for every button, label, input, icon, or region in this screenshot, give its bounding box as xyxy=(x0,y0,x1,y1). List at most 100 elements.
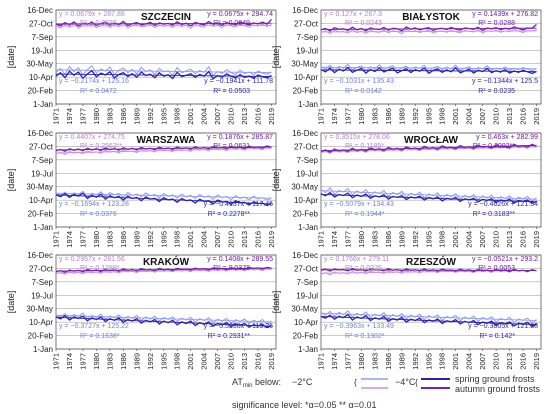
x-tick-label: 1995 xyxy=(424,353,433,370)
x-tick-label: 2019 xyxy=(532,353,541,370)
regression-label: R² = 0.0376 xyxy=(80,211,117,218)
panel-title: WROCŁAW xyxy=(404,135,458,146)
panel-title: WARSZAWA xyxy=(137,135,196,146)
legend-at-label: ATmin below: xyxy=(232,377,281,389)
x-tick-label: 2019 xyxy=(267,108,276,125)
trend-autumn-dark xyxy=(55,267,272,272)
regression-label: y = 0.127x + 267.3 xyxy=(324,11,382,18)
regression-label: R² = 0.0049 xyxy=(213,20,250,27)
plot-frame xyxy=(320,254,542,350)
y-tick-label: 20-Feb xyxy=(293,87,319,96)
x-tick-label: 2001 xyxy=(451,108,460,125)
x-tick-label: 1980 xyxy=(357,108,366,125)
y-tick-label: 10-Apr xyxy=(294,318,318,327)
x-tick-label: 1983 xyxy=(370,108,379,125)
x-tick-label: 2010 xyxy=(492,353,501,370)
trend-spring-light xyxy=(55,314,272,323)
x-tick-label: 1989 xyxy=(132,108,141,125)
regression-label: R² = 0.1302* xyxy=(345,333,385,340)
x-tick-label: 1995 xyxy=(159,108,168,125)
y-tick-label: 1-Jan xyxy=(298,223,318,232)
x-tick-label: 2004 xyxy=(200,108,209,125)
x-tick-label: 1998 xyxy=(173,108,182,125)
x-tick-label: 1980 xyxy=(92,231,101,248)
x-tick-label: 1995 xyxy=(159,231,168,248)
y-tick-label: 7-Sep xyxy=(297,156,319,165)
legend-brace-2: { xyxy=(415,378,418,387)
y-tick-label: 16-Dec xyxy=(27,6,53,15)
x-tick-label: 2013 xyxy=(505,231,514,248)
panel-warszawa: 16-Dec 27-Oct 7-Sep 19-Jul 30-May 10-Apr 20-Fe… xyxy=(6,129,277,248)
y-tick-label: 16-Dec xyxy=(27,129,53,138)
y-tick-label: 20-Feb xyxy=(28,87,54,96)
y-tick-label: 19-Jul xyxy=(31,46,53,55)
x-tick-label: 2004 xyxy=(465,108,474,125)
regression-label: y = −0.0521x + 293.2 xyxy=(472,256,538,263)
panel-title: KRAKÓW xyxy=(143,255,190,268)
x-tick-label: 1989 xyxy=(132,353,141,370)
panel-title: BIAŁYSTOK xyxy=(402,12,460,23)
x-tick-label: 2010 xyxy=(227,353,236,370)
x-tick-label: 1983 xyxy=(105,108,114,125)
panel-wrocław: 16-Dec 27-Oct 7-Sep 19-Jul 30-May 10-Apr 20-Fe… xyxy=(271,129,542,248)
y-axis-label: [date] xyxy=(271,46,281,69)
regression-label: y = −0.1941x + 111.78 xyxy=(204,78,273,85)
regression-label: y = −0.1344x + 125.5 xyxy=(472,78,538,85)
trend-autumn-light xyxy=(55,268,272,274)
x-tick-label: 2004 xyxy=(200,353,209,370)
y-axis-label: [date] xyxy=(271,169,281,192)
y-tick-label: 16-Dec xyxy=(292,251,318,260)
plot-frame xyxy=(55,132,277,228)
x-tick-label: 1992 xyxy=(411,108,420,125)
y-tick-label: 20-Feb xyxy=(293,210,319,219)
regression-label: R² = 0.0243 xyxy=(345,20,382,27)
regression-label: R² = 0.0235 xyxy=(478,88,515,95)
x-tick-label: 1992 xyxy=(411,353,420,370)
figure-legend: ATmin below: −2°C { −4°C { spring ground… xyxy=(232,374,541,410)
regression-label: y = −0.3805x + 121.38 xyxy=(468,323,538,330)
x-tick-label: 2016 xyxy=(254,353,263,370)
y-tick-label: 1-Jan xyxy=(298,100,318,109)
series-spring-light xyxy=(320,187,537,203)
x-tick-label: 2001 xyxy=(451,353,460,370)
trend-spring-dark xyxy=(320,316,537,326)
x-tick-label: 1992 xyxy=(146,231,155,248)
x-tick-label: 1986 xyxy=(119,108,128,125)
x-tick-label: 1998 xyxy=(173,353,182,370)
regression-label: y = −0.4137x + 117.46 xyxy=(204,201,273,208)
plot-frame xyxy=(55,254,277,350)
regression-label: R² = 0.142* xyxy=(479,333,515,340)
regression-label: y = −0.4626x + 121.54 xyxy=(468,201,538,208)
regression-label: R² = 0.2002** xyxy=(473,143,515,150)
regression-label: R² = 0.0142 xyxy=(345,88,382,95)
x-tick-label: 2019 xyxy=(267,353,276,370)
trend-spring-dark xyxy=(55,316,272,327)
regression-label: R² = 0.0631 xyxy=(213,143,250,150)
regression-label: y = 0.0679x + 287.88 xyxy=(59,11,125,18)
x-tick-label: 1980 xyxy=(92,353,101,370)
x-tick-label: 1980 xyxy=(92,108,101,125)
x-tick-label: 1974 xyxy=(330,231,339,248)
regression-label: R² = 0.2278** xyxy=(208,211,250,218)
x-tick-label: 1983 xyxy=(105,353,114,370)
x-tick-label: 1977 xyxy=(343,231,352,248)
regression-label: R² = 0.1288* xyxy=(80,265,120,272)
regression-label: y = 0.3515x + 278.06 xyxy=(324,134,390,141)
x-tick-label: 1983 xyxy=(105,231,114,248)
x-tick-label: 1983 xyxy=(370,353,379,370)
panel-szczecin: 16-Dec 27-Oct 7-Sep 19-Jul 30-May 10-Apr 20-Fe… xyxy=(6,6,277,125)
x-tick-label: 2013 xyxy=(505,353,514,370)
regression-label: R² = 0.0472 xyxy=(80,88,117,95)
x-tick-label: 2013 xyxy=(240,353,249,370)
plot-frame xyxy=(55,9,277,105)
x-tick-label: 1992 xyxy=(146,108,155,125)
series-spring-dark xyxy=(55,69,272,80)
x-tick-label: 2019 xyxy=(532,231,541,248)
x-tick-label: 1974 xyxy=(65,231,74,248)
y-tick-label: 10-Apr xyxy=(294,196,318,205)
y-axis-label: [date] xyxy=(6,291,16,314)
x-tick-label: 2007 xyxy=(478,353,487,370)
x-tick-label: 1971 xyxy=(317,231,326,248)
regression-label: R² = 0.1185* xyxy=(345,143,384,150)
y-tick-label: 7-Sep xyxy=(32,278,54,287)
